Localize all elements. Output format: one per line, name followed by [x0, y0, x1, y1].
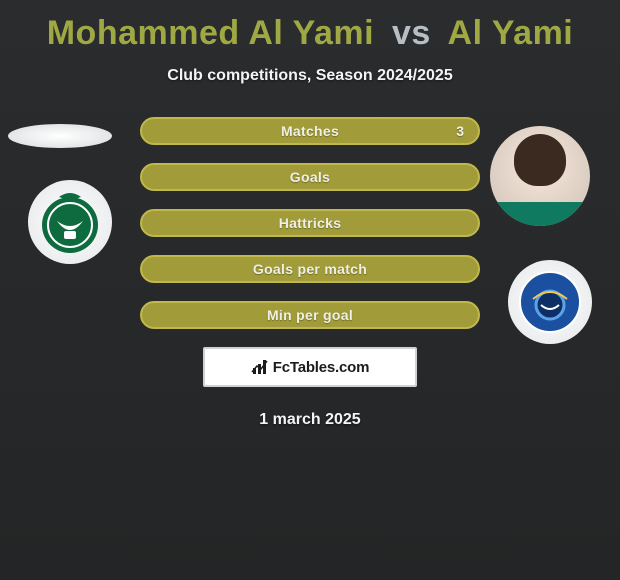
stat-label: Matches [281, 123, 339, 139]
player1-name: Mohammed Al Yami [47, 14, 374, 52]
player2-club-crest [508, 260, 592, 344]
watermark-badge[interactable]: FcTables.com [203, 347, 417, 387]
stat-label: Hattricks [279, 215, 342, 231]
player2-avatar [490, 126, 590, 226]
player1-club-crest [28, 180, 112, 264]
stat-row-hattricks: Hattricks [140, 209, 480, 237]
stat-right-value: 3 [456, 123, 464, 139]
player2-name: Al Yami [448, 14, 574, 52]
vs-separator: vs [392, 14, 431, 52]
al-ahli-crest-icon [35, 187, 105, 257]
stat-label: Goals [290, 169, 330, 185]
stat-label: Goals per match [253, 261, 367, 277]
date-label: 1 march 2025 [0, 411, 620, 429]
chart-icon [251, 358, 269, 376]
stat-row-mpg: Min per goal [140, 301, 480, 329]
stat-row-matches: Matches 3 [140, 117, 480, 145]
al-hilal-crest-icon [515, 267, 585, 337]
watermark-text: FcTables.com [273, 359, 370, 376]
comparison-title: Mohammed Al Yami vs Al Yami [0, 0, 620, 53]
stat-row-gpm: Goals per match [140, 255, 480, 283]
subtitle: Club competitions, Season 2024/2025 [0, 67, 620, 85]
player1-avatar [8, 124, 112, 148]
stat-row-goals: Goals [140, 163, 480, 191]
stats-list: Matches 3 Goals Hattricks Goals per matc… [140, 117, 480, 329]
stat-label: Min per goal [267, 307, 353, 323]
